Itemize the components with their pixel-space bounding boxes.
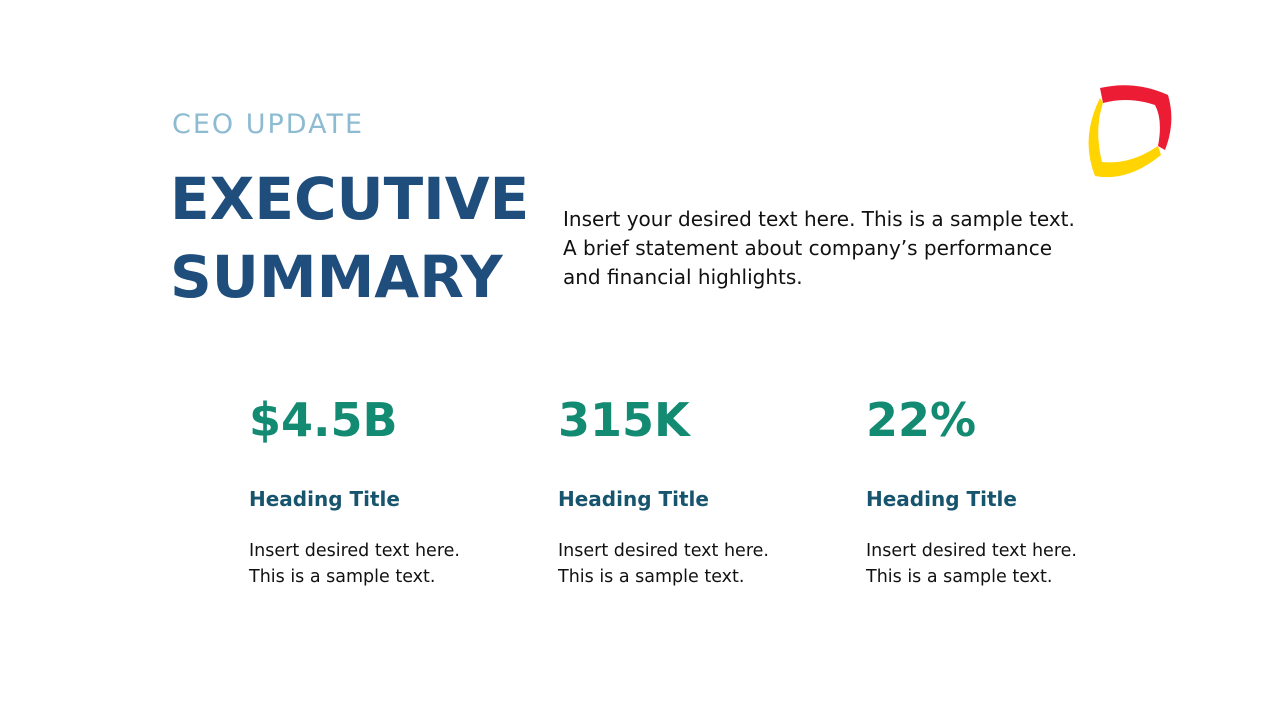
intro: Insert your desired text here. This is a… [563,207,1075,231]
intro: and financial highlights. [563,265,803,289]
metric-text: Insert desired text here. [558,541,769,561]
metric-text: This is a sample text. [249,567,436,587]
metric-value: 22% [866,393,977,447]
kicker: CEO UPDATE [172,109,365,140]
metric-heading: Heading Title [249,487,400,511]
intro: A brief statement about company’s perfor… [563,236,1053,260]
logo-yellow [1088,98,1161,178]
metric-text: This is a sample text. [558,567,745,587]
metric-text: Insert desired text here. [249,541,460,561]
metric-text: Insert desired text here. [866,541,1077,561]
metric-value: 315K [558,393,690,447]
title: EXECUTIVE [170,165,530,233]
title: SUMMARY [170,243,503,311]
metric-text: This is a sample text. [866,567,1053,587]
metric-heading: Heading Title [558,487,709,511]
metric-value: $4.5B [249,393,398,447]
logo-red [1100,85,1172,150]
metric-heading: Heading Title [866,487,1017,511]
